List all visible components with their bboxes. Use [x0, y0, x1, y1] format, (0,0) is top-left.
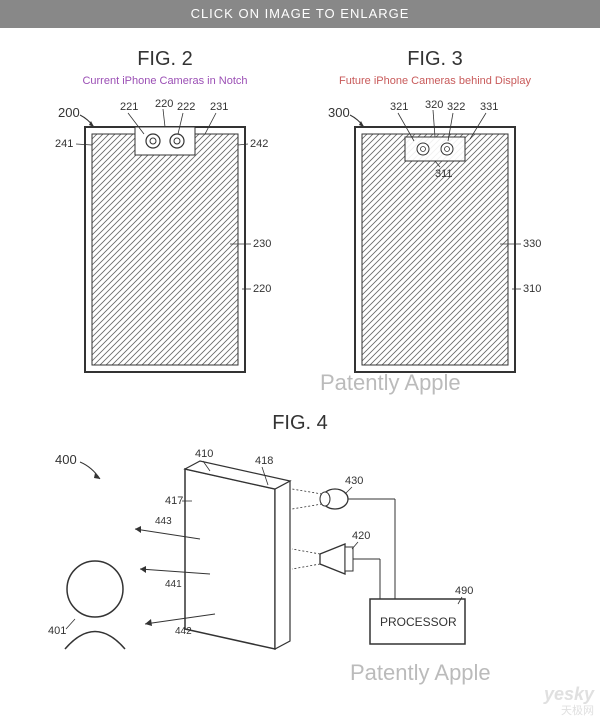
label-418: 418 [255, 455, 273, 467]
label-220b: 220 [253, 283, 271, 295]
brand-text: yesky [544, 685, 594, 705]
fig2-diagram: 200 221 220 222 231 241 242 230 220 [50, 97, 280, 387]
label-441: 441 [165, 579, 182, 590]
label-311: 311 [435, 168, 453, 180]
fig3-title: FIG. 3 [407, 48, 463, 71]
label-231: 231 [210, 101, 228, 113]
fig2-subtitle: Current iPhone Cameras in Notch [82, 75, 247, 87]
label-320: 320 [425, 99, 443, 111]
figure-4: FIG. 4 400 401 443 441 442 410 418 417 [0, 412, 600, 689]
brand-sub: 天极网 [544, 705, 594, 717]
label-401: 401 [48, 625, 66, 637]
label-200: 200 [58, 105, 80, 120]
processor-label: PROCESSOR [380, 615, 457, 629]
label-300: 300 [328, 105, 350, 120]
fig3-subtitle: Future iPhone Cameras behind Display [339, 75, 531, 87]
label-490: 490 [455, 585, 473, 597]
label-331: 331 [480, 101, 498, 113]
label-330: 330 [523, 238, 541, 250]
label-242: 242 [250, 138, 268, 150]
label-321: 321 [390, 101, 408, 113]
label-443: 443 [155, 516, 172, 527]
fig3-diagram: 300 321 320 322 331 311 330 310 [320, 97, 550, 387]
label-417: 417 [165, 495, 183, 507]
fig4-title: FIG. 4 [0, 412, 600, 435]
figure-3: FIG. 3 Future iPhone Cameras behind Disp… [320, 48, 550, 387]
label-310: 310 [523, 283, 541, 295]
figure-2: FIG. 2 Current iPhone Cameras in Notch 2… [50, 48, 280, 387]
label-222: 222 [177, 101, 195, 113]
label-322: 322 [447, 101, 465, 113]
source-logo: yesky 天极网 [544, 685, 594, 717]
label-400: 400 [55, 452, 77, 467]
enlarge-banner[interactable]: CLICK ON IMAGE TO ENLARGE [0, 0, 600, 28]
label-220a: 220 [155, 98, 173, 110]
figures-row-top: FIG. 2 Current iPhone Cameras in Notch 2… [0, 48, 600, 387]
fig4-diagram: 400 401 443 441 442 410 418 417 [0, 439, 500, 689]
label-410: 410 [195, 448, 213, 460]
label-420: 420 [352, 530, 370, 542]
label-230: 230 [253, 238, 271, 250]
label-241: 241 [55, 138, 73, 150]
label-221: 221 [120, 101, 138, 113]
label-430: 430 [345, 475, 363, 487]
fig2-title: FIG. 2 [137, 48, 193, 71]
label-442: 442 [175, 626, 192, 637]
